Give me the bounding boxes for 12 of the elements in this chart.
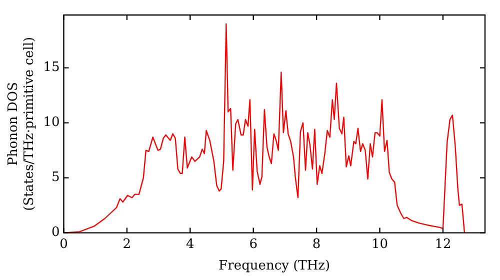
x-tick-label: 8 [312, 236, 321, 252]
y-tick-label: 15 [43, 60, 60, 76]
x-tick-label: 6 [249, 236, 258, 252]
x-tick-label: 2 [122, 236, 132, 252]
x-tick-label: 4 [186, 236, 194, 252]
y-axis-title: Phonon DOS (States/THz·primitive cell) [6, 36, 37, 211]
y-tick-label: 10 [43, 115, 60, 130]
x-axis-title: Frequency (THz) [218, 258, 330, 274]
y-tick-label: 0 [51, 225, 60, 240]
x-tick-label: 12 [434, 236, 452, 252]
y-tick-label: 5 [51, 170, 60, 186]
x-tick-label: 10 [371, 236, 388, 252]
